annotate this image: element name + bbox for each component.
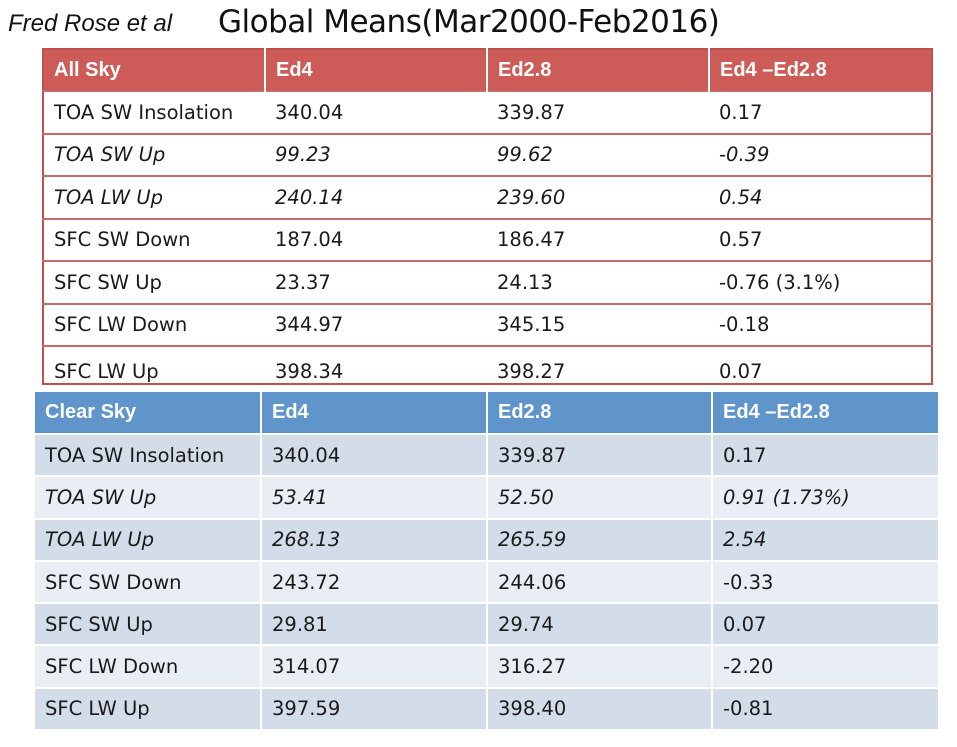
difference-value-cell: 0.54 bbox=[709, 175, 932, 219]
ed4-value-cell: 29.81 bbox=[261, 602, 488, 646]
ed4-value-cell: 398.34 bbox=[265, 345, 487, 384]
all-sky-table: All Sky Ed4 Ed2.8 Ed4 –Ed2.8 TOA SW Inso… bbox=[42, 48, 933, 385]
difference-value-cell: 0.17 bbox=[712, 432, 938, 477]
ed4-value-cell: 243.72 bbox=[261, 559, 488, 604]
row-label-cell: SFC SW Down bbox=[35, 559, 262, 604]
difference-value-cell: 0.07 bbox=[712, 602, 938, 646]
column-header: Ed4 –Ed2.8 bbox=[712, 392, 938, 434]
ed28-value-cell: 52.50 bbox=[487, 475, 713, 519]
table-row: SFC SW Up 23.37 24.13 -0.76 (3.1%) bbox=[43, 260, 932, 304]
table-row: SFC LW Up 397.59 398.40 -0.81 bbox=[35, 686, 938, 730]
ed28-value-cell: 244.06 bbox=[487, 559, 713, 604]
ed28-value-cell: 316.27 bbox=[487, 644, 713, 688]
row-label-cell: SFC SW Up bbox=[35, 602, 262, 646]
ed28-value-cell: 99.62 bbox=[487, 132, 709, 176]
ed28-value-cell: 265.59 bbox=[487, 517, 713, 561]
row-label-cell: TOA LW Up bbox=[43, 175, 265, 219]
author-credit: Fred Rose et al bbox=[8, 10, 173, 37]
difference-value-cell: -0.76 (3.1%) bbox=[709, 260, 932, 304]
difference-value-cell: -2.20 bbox=[712, 644, 938, 688]
ed4-value-cell: 99.23 bbox=[265, 132, 487, 176]
ed4-value-cell: 397.59 bbox=[261, 686, 488, 730]
difference-value-cell: -0.33 bbox=[712, 559, 938, 604]
table-row: SFC SW Down 243.72 244.06 -0.33 bbox=[35, 559, 938, 604]
column-header: Ed4 bbox=[265, 49, 488, 91]
ed28-value-cell: 398.40 bbox=[487, 686, 713, 730]
page-title: Global Means(Mar2000-Feb2016) bbox=[218, 4, 720, 40]
column-header: Ed2.8 bbox=[487, 49, 710, 91]
row-label-cell: TOA SW Up bbox=[35, 475, 262, 519]
row-label-cell: TOA SW Insolation bbox=[35, 432, 262, 477]
column-header: All Sky bbox=[43, 49, 266, 91]
ed28-value-cell: 186.47 bbox=[487, 217, 709, 261]
table-row: TOA LW Up 240.14 239.60 0.54 bbox=[43, 175, 932, 219]
row-label-cell: SFC LW Down bbox=[35, 644, 262, 688]
clear-sky-body: TOA SW Insolation 340.04 339.87 0.17 TOA SW … bbox=[35, 432, 938, 730]
ed4-value-cell: 340.04 bbox=[265, 90, 487, 134]
all-sky-body: TOA SW Insolation 340.04 339.87 0.17 TOA SW … bbox=[43, 90, 932, 384]
table-row: SFC LW Up 398.34 398.27 0.07 bbox=[43, 345, 932, 384]
row-label-cell: SFC SW Down bbox=[43, 217, 265, 261]
column-header: Ed4 bbox=[261, 392, 488, 434]
difference-value-cell: -0.81 bbox=[712, 686, 938, 730]
row-label-cell: TOA SW Up bbox=[43, 132, 265, 176]
ed28-value-cell: 345.15 bbox=[487, 302, 709, 346]
ed4-value-cell: 314.07 bbox=[261, 644, 488, 688]
table-row: TOA SW Up 53.41 52.50 0.91 (1.73%) bbox=[35, 475, 938, 519]
table-row: TOA LW Up 268.13 265.59 2.54 bbox=[35, 517, 938, 561]
column-header: Clear Sky bbox=[35, 392, 262, 434]
table-row: SFC LW Down 314.07 316.27 -2.20 bbox=[35, 644, 938, 688]
all-sky-header-row: All Sky Ed4 Ed2.8 Ed4 –Ed2.8 bbox=[43, 49, 932, 91]
ed4-value-cell: 240.14 bbox=[265, 175, 487, 219]
column-header: Ed4 –Ed2.8 bbox=[709, 49, 932, 91]
ed4-value-cell: 340.04 bbox=[261, 432, 488, 477]
row-label-cell: SFC LW Up bbox=[43, 345, 265, 384]
clear-sky-header-row: Clear Sky Ed4 Ed2.8 Ed4 –Ed2.8 bbox=[35, 392, 938, 434]
ed4-value-cell: 23.37 bbox=[265, 260, 487, 304]
row-label-cell: SFC LW Down bbox=[43, 302, 265, 346]
difference-value-cell: 0.57 bbox=[709, 217, 932, 261]
ed4-value-cell: 268.13 bbox=[261, 517, 488, 561]
table-row: TOA SW Insolation 340.04 339.87 0.17 bbox=[43, 90, 932, 134]
ed4-value-cell: 53.41 bbox=[261, 475, 488, 519]
difference-value-cell: 2.54 bbox=[712, 517, 938, 561]
ed4-value-cell: 187.04 bbox=[265, 217, 487, 261]
table-row: SFC SW Down 187.04 186.47 0.57 bbox=[43, 217, 932, 261]
difference-value-cell: 0.91 (1.73%) bbox=[712, 475, 938, 519]
table-row: TOA SW Insolation 340.04 339.87 0.17 bbox=[35, 432, 938, 477]
ed4-value-cell: 344.97 bbox=[265, 302, 487, 346]
difference-value-cell: 0.07 bbox=[709, 345, 932, 384]
ed28-value-cell: 339.87 bbox=[487, 90, 709, 134]
ed28-value-cell: 24.13 bbox=[487, 260, 709, 304]
difference-value-cell: -0.18 bbox=[709, 302, 932, 346]
row-label-cell: TOA SW Insolation bbox=[43, 90, 265, 134]
ed28-value-cell: 339.87 bbox=[487, 432, 713, 477]
difference-value-cell: -0.39 bbox=[709, 132, 932, 176]
row-label-cell: TOA LW Up bbox=[35, 517, 262, 561]
column-header: Ed2.8 bbox=[487, 392, 713, 434]
ed28-value-cell: 398.27 bbox=[487, 345, 709, 384]
ed28-value-cell: 29.74 bbox=[487, 602, 713, 646]
clear-sky-table: Clear Sky Ed4 Ed2.8 Ed4 –Ed2.8 TOA SW In… bbox=[35, 392, 938, 730]
table-row: TOA SW Up 99.23 99.62 -0.39 bbox=[43, 132, 932, 176]
table-row: SFC LW Down 344.97 345.15 -0.18 bbox=[43, 302, 932, 346]
table-row: SFC SW Up 29.81 29.74 0.07 bbox=[35, 602, 938, 646]
row-label-cell: SFC SW Up bbox=[43, 260, 265, 304]
ed28-value-cell: 239.60 bbox=[487, 175, 709, 219]
difference-value-cell: 0.17 bbox=[709, 90, 932, 134]
row-label-cell: SFC LW Up bbox=[35, 686, 262, 730]
